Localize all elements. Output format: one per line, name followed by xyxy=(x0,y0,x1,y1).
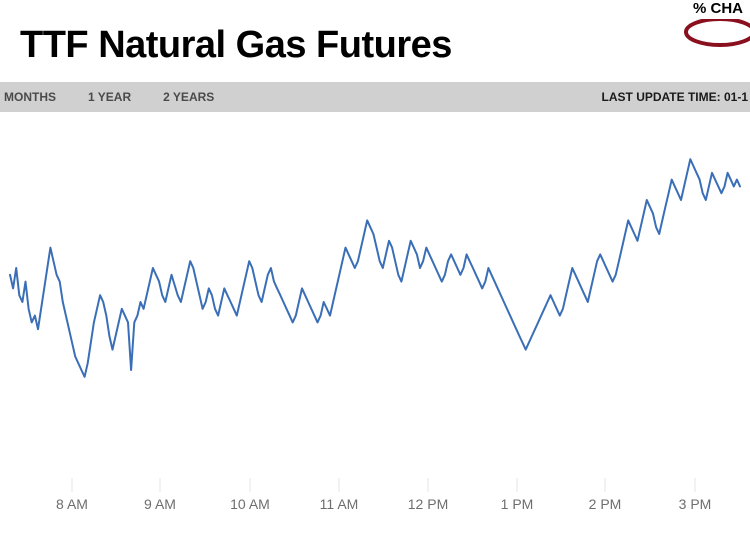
chart-area: 8 AM 9 AM 10 AM 11 AM 12 PM 1 PM 2 PM 3 PM xyxy=(0,112,750,536)
x-tick-label: 2 PM xyxy=(589,496,622,512)
range-1year[interactable]: 1 YEAR xyxy=(88,90,131,104)
x-tick-label: 10 AM xyxy=(230,496,270,512)
range-toolbar: MONTHS 1 YEAR 2 YEARS LAST UPDATE TIME: … xyxy=(0,82,750,112)
last-update-label: LAST UPDATE TIME: 01-1 xyxy=(602,90,750,104)
range-2years[interactable]: 2 YEARS xyxy=(163,90,214,104)
price-line-chart xyxy=(0,112,750,536)
page-title: TTF Natural Gas Futures xyxy=(20,24,452,67)
change-badge-label: % CHA xyxy=(680,0,750,17)
x-tick-label: 8 AM xyxy=(56,496,88,512)
x-tick-label: 11 AM xyxy=(320,496,359,512)
x-tick-label: 12 PM xyxy=(408,496,448,512)
x-tick-label: 1 PM xyxy=(501,496,534,512)
x-axis-labels: 8 AM 9 AM 10 AM 11 AM 12 PM 1 PM 2 PM 3 PM xyxy=(0,496,750,516)
change-badge-ellipse xyxy=(680,19,750,49)
x-tick-label: 9 AM xyxy=(144,496,176,512)
x-tick-label: 3 PM xyxy=(679,496,712,512)
range-months[interactable]: MONTHS xyxy=(4,90,56,104)
change-badge: % CHA xyxy=(680,0,750,54)
